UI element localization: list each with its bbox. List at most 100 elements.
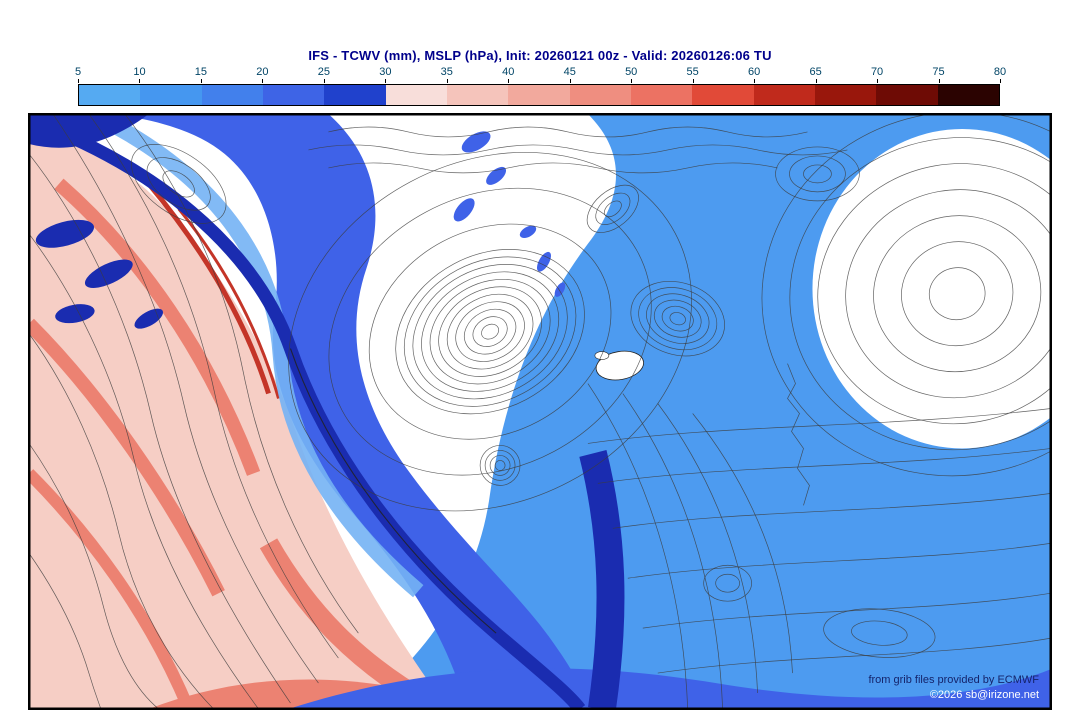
- mslp-contour: [775, 146, 860, 202]
- colorbar-tick-label: 70: [870, 66, 884, 78]
- mslp-contour: [472, 316, 508, 347]
- colorbar-tick-label: 25: [317, 66, 330, 78]
- colorbar-tick-mark: [139, 79, 141, 83]
- colorbar-segment: [446, 85, 509, 105]
- colorbar-segment: [630, 85, 693, 105]
- colorbar-tick-mark: [385, 79, 387, 83]
- colorbar-bar: [78, 84, 1000, 106]
- mslp-contour: [817, 163, 1051, 425]
- mslp-contour: [162, 170, 195, 198]
- colorbar: 5 10 15 20 25 30 35 40 45 50 55 60 65 70 75 80: [75, 66, 1006, 106]
- mslp-contour: [928, 267, 986, 321]
- attribution-source: from grib files provided by ECMWF: [868, 674, 1039, 686]
- colorbar-segment: [140, 85, 202, 105]
- colorbar-tick-label: 75: [932, 66, 945, 78]
- mslp-contour: [789, 155, 846, 193]
- colorbar-tick-mark: [446, 79, 448, 83]
- colorbar-segment: [385, 85, 447, 105]
- mslp-contour: [484, 450, 516, 481]
- map-canvas: from grib files provided by ECMWF ©2026 …: [28, 113, 1052, 710]
- mslp-contour: [412, 264, 568, 400]
- colorbar-tick-label: 55: [686, 66, 699, 78]
- mslp-contours-closed: [130, 114, 1051, 658]
- colorbar-tick-mark: [323, 79, 325, 83]
- colorbar-tick-mark: [200, 79, 202, 83]
- dry-white-regions: [328, 114, 1051, 449]
- colorbar-tick-marks: [78, 79, 1001, 83]
- mslp-contour: [464, 308, 517, 355]
- mslp-contour: [789, 137, 1051, 451]
- mslp-contour: [653, 299, 702, 338]
- colorbar-tick-label: 40: [502, 66, 515, 78]
- mslp-contour: [646, 293, 710, 344]
- mslp-contour: [803, 164, 832, 184]
- colorbar-tick-mark: [78, 79, 79, 83]
- mslp-contour: [901, 241, 1014, 347]
- colorbar-segment: [262, 85, 325, 105]
- tcwv-shading-medium-blue: [29, 114, 1051, 709]
- mslp-contour: [455, 301, 525, 362]
- colorbar-tick-label: 35: [440, 66, 453, 78]
- mslp-contour: [446, 293, 534, 370]
- mslp-contour: [661, 305, 694, 332]
- colorbar-segment: [753, 85, 815, 105]
- mslp-contour: [638, 287, 718, 351]
- mslp-contour: [421, 271, 560, 392]
- colorbar-tick-mark: [877, 79, 879, 83]
- mslp-contour: [403, 256, 577, 407]
- colorbar-tick-labels: 5 10 15 20 25 30 35 40 45 50 55 60 65 70 75 80: [75, 66, 1006, 79]
- colorbar-segment: [324, 85, 386, 105]
- colorbar-tick-label: 65: [809, 66, 822, 78]
- mslp-contour: [481, 323, 500, 340]
- greenland-lakes: [453, 131, 566, 297]
- colorbar-segment: [876, 85, 938, 105]
- map-frame: [29, 114, 1051, 709]
- colorbar-segment: [937, 85, 999, 105]
- colorbar-tick-label: 20: [256, 66, 269, 78]
- colorbar-tick-mark: [938, 79, 940, 83]
- mslp-contour: [851, 620, 908, 646]
- colorbar-segment: [508, 85, 570, 105]
- colorbar-tick-label: 10: [133, 66, 146, 78]
- colorbar-tick-mark: [754, 79, 756, 83]
- mslp-contour: [715, 573, 740, 593]
- colorbar-tick-mark: [569, 79, 571, 83]
- mslp-contours-open: [29, 114, 1051, 709]
- colorbar-segment: [569, 85, 631, 105]
- mslp-contour: [586, 184, 639, 233]
- mslp-contour: [368, 223, 612, 440]
- mslp-contour: [429, 278, 551, 385]
- map-title: IFS - TCWV (mm), MSLP (hPa), Init: 20260…: [308, 48, 772, 63]
- attribution: from grib files provided by ECMWF ©2026 …: [868, 673, 1039, 703]
- mslp-contour: [395, 249, 585, 415]
- mslp-contour: [873, 215, 1042, 373]
- colorbar-tick-label: 15: [194, 66, 208, 78]
- iceland-island: [594, 350, 644, 381]
- colorbar-tick-label: 30: [379, 66, 392, 78]
- mslp-contour: [603, 200, 622, 218]
- mslp-contour: [489, 455, 511, 476]
- mslp-contour: [595, 192, 631, 225]
- mslp-contour: [146, 157, 211, 211]
- mslp-contour: [438, 286, 542, 377]
- colorbar-segment: [201, 85, 263, 105]
- colorbar-tick-mark: [508, 79, 510, 83]
- mslp-contour: [479, 445, 521, 486]
- colorbar-tick-mark: [692, 79, 694, 83]
- mslp-contour: [845, 189, 1051, 399]
- attribution-copyright: ©2026 sb@irizone.net: [929, 689, 1039, 701]
- colorbar-tick-mark: [815, 79, 817, 83]
- colorbar-segment: [692, 85, 754, 105]
- mslp-contour: [703, 564, 752, 602]
- colorbar-tick-mark: [262, 79, 264, 83]
- colorbar-segment: [814, 85, 877, 105]
- mslp-contour: [494, 460, 506, 471]
- colorbar-tick-label: 45: [563, 66, 576, 78]
- mslp-contour: [630, 281, 725, 357]
- colorbar-tick-mark: [1000, 79, 1001, 83]
- colorbar-tick-label: 60: [748, 66, 761, 78]
- colorbar-tick-label: 80: [993, 66, 1007, 78]
- mslp-contour: [328, 187, 652, 476]
- colorbar-tick-label: 50: [625, 66, 638, 78]
- mslp-contour: [130, 144, 227, 224]
